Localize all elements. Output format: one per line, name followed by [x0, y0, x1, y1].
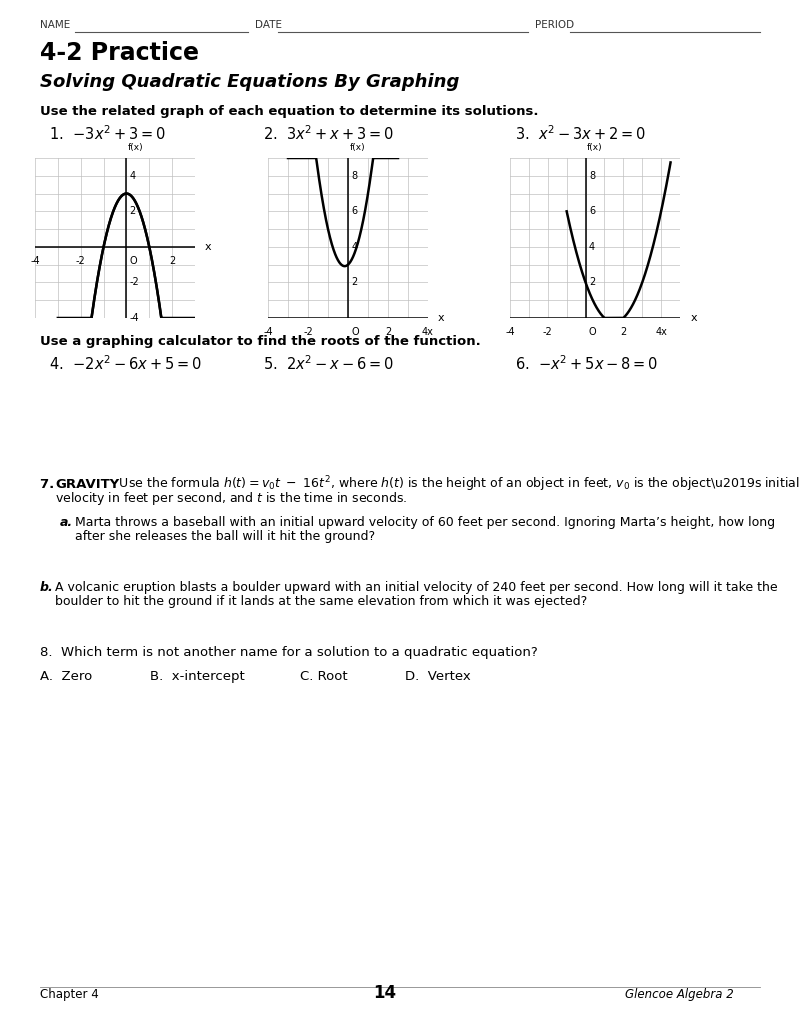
- Text: 6: 6: [351, 206, 358, 216]
- Text: NAME: NAME: [40, 20, 70, 30]
- Text: 4-2 Practice: 4-2 Practice: [40, 41, 199, 65]
- Text: 2: 2: [620, 327, 626, 337]
- Text: PERIOD: PERIOD: [535, 20, 574, 30]
- Text: 8: 8: [351, 171, 358, 181]
- Text: 8.  Which term is not another name for a solution to a quadratic equation?: 8. Which term is not another name for a …: [40, 646, 538, 659]
- Text: -2: -2: [130, 278, 139, 288]
- Text: 3.  $x^2 - 3x + 2 = 0$: 3. $x^2 - 3x + 2 = 0$: [515, 124, 646, 143]
- Text: -2: -2: [303, 327, 313, 337]
- Text: -4: -4: [30, 256, 40, 265]
- Text: x: x: [438, 313, 444, 323]
- Text: 4: 4: [130, 171, 136, 181]
- Text: O: O: [351, 327, 359, 337]
- Text: f(x): f(x): [587, 142, 603, 152]
- Text: 4x: 4x: [655, 327, 667, 337]
- Text: Use the related graph of each equation to determine its solutions.: Use the related graph of each equation t…: [40, 105, 538, 118]
- Text: O: O: [130, 256, 138, 265]
- Text: 2.  $3x^2 + x + 3 = 0$: 2. $3x^2 + x + 3 = 0$: [263, 124, 394, 143]
- Text: GRAVITY: GRAVITY: [55, 478, 119, 490]
- Text: C. Root: C. Root: [300, 670, 348, 683]
- Text: 1.  $-3x^2 + 3 = 0$: 1. $-3x^2 + 3 = 0$: [40, 124, 166, 143]
- Text: after she releases the ball will it hit the ground?: after she releases the ball will it hit …: [75, 530, 375, 543]
- Text: 6: 6: [589, 206, 595, 216]
- Text: -2: -2: [76, 256, 86, 265]
- Text: 4x: 4x: [422, 327, 434, 337]
- Text: -4: -4: [130, 313, 139, 323]
- Text: boulder to hit the ground if it lands at the same elevation from which it was ej: boulder to hit the ground if it lands at…: [55, 595, 587, 608]
- Text: Use a graphing calculator to find the roots of the function.: Use a graphing calculator to find the ro…: [40, 335, 481, 348]
- Text: f(x): f(x): [350, 142, 366, 152]
- Text: 8: 8: [589, 171, 595, 181]
- Text: -2: -2: [543, 327, 553, 337]
- Text: 4.  $-2x^2 - 6x + 5 = 0$: 4. $-2x^2 - 6x + 5 = 0$: [40, 354, 202, 373]
- Text: A.  Zero: A. Zero: [40, 670, 92, 683]
- Text: A volcanic eruption blasts a boulder upward with an initial velocity of 240 feet: A volcanic eruption blasts a boulder upw…: [55, 581, 778, 594]
- Text: 2: 2: [130, 206, 136, 216]
- Text: B.  x-intercept: B. x-intercept: [150, 670, 245, 683]
- Text: x: x: [690, 313, 697, 323]
- Text: 2: 2: [169, 256, 175, 265]
- Text: Use the formula $h(t) = v_0t\ -\ 16t^2$, where $h(t)$ is the height of an object: Use the formula $h(t) = v_0t\ -\ 16t^2$,…: [115, 474, 800, 494]
- Text: x: x: [205, 242, 211, 252]
- Text: velocity in feet per second, and $t$ is the time in seconds.: velocity in feet per second, and $t$ is …: [55, 490, 407, 507]
- Text: 2: 2: [351, 278, 358, 288]
- Text: f(x): f(x): [128, 142, 144, 152]
- Text: 6.  $-x^2 + 5x - 8 = 0$: 6. $-x^2 + 5x - 8 = 0$: [515, 354, 658, 373]
- Text: -4: -4: [505, 327, 515, 337]
- Text: 14: 14: [373, 984, 396, 1002]
- Text: O: O: [589, 327, 597, 337]
- Text: -4: -4: [263, 327, 273, 337]
- Text: Glencoe Algebra 2: Glencoe Algebra 2: [625, 988, 734, 1001]
- Text: Chapter 4: Chapter 4: [40, 988, 98, 1001]
- Text: D.  Vertex: D. Vertex: [405, 670, 470, 683]
- Text: b.: b.: [40, 581, 54, 594]
- Text: 2: 2: [589, 278, 595, 288]
- Text: 7.: 7.: [40, 478, 59, 490]
- Text: a.: a.: [60, 516, 73, 529]
- Text: 5.  $2x^2 - x - 6 = 0$: 5. $2x^2 - x - 6 = 0$: [263, 354, 394, 373]
- Text: Marta throws a baseball with an initial upward velocity of 60 feet per second. I: Marta throws a baseball with an initial …: [75, 516, 775, 529]
- Text: 4: 4: [589, 242, 595, 252]
- Text: DATE: DATE: [255, 20, 282, 30]
- Text: 4: 4: [351, 242, 358, 252]
- Text: 2: 2: [385, 327, 391, 337]
- Text: Solving Quadratic Equations By Graphing: Solving Quadratic Equations By Graphing: [40, 73, 459, 91]
